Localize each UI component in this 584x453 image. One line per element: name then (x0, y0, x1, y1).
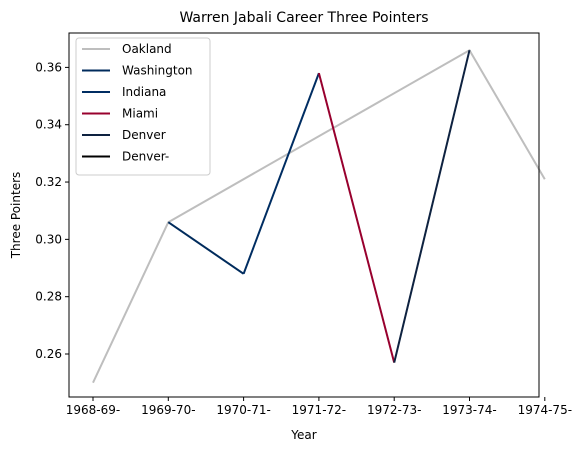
chart-title: Warren Jabali Career Three Pointers (179, 10, 428, 26)
plot-area-frame (68, 32, 540, 398)
legend-entry-label: Washington (122, 64, 193, 78)
legend-entry-label: Miami (122, 107, 158, 121)
legend-entry-label: Denver- (122, 150, 169, 164)
x-tick-label: 1974-75- (518, 403, 572, 417)
x-tick-label: 1971-72- (292, 403, 346, 417)
y-tick-label: 0.36 (35, 60, 62, 74)
legend: Oakland Washington Indiana Miami Denver Denve… (75, 37, 211, 176)
x-tick-label: 1970-71- (216, 403, 270, 417)
legend-entry-label: Indiana (122, 85, 166, 99)
series-line-miami (317, 72, 396, 363)
y-tick-label: 0.34 (35, 118, 62, 132)
legend-box (75, 37, 211, 176)
x-tick-label: 1972-73- (367, 403, 421, 417)
legend-entry-label: Oakland (122, 42, 172, 56)
series-line-washington (167, 221, 245, 275)
series-line-denver (393, 49, 471, 363)
series-layer (92, 49, 546, 384)
series-line-indiana (242, 72, 320, 275)
series-line-oakland (92, 49, 546, 384)
y-tick-label: 0.32 (35, 175, 62, 189)
x-tick-label: 1973-74- (442, 403, 496, 417)
y-tick-label: 0.30 (35, 232, 62, 246)
x-tick-label: 1969-70- (141, 403, 195, 417)
legend-entry-label: Denver (122, 128, 166, 142)
y-axis-label: Three Pointers (9, 172, 23, 260)
y-tick-label: 0.28 (35, 290, 62, 304)
x-tick-label: 1968-69- (66, 403, 120, 417)
y-axis: 0.26 0.28 0.30 0.32 0.34 0.36 (35, 60, 69, 361)
x-axis-label: Year (290, 428, 316, 442)
x-axis: 1968-69- 1969-70- 1970-71- 1971-72- 1972-73-… (66, 397, 572, 417)
y-tick-label: 0.26 (35, 347, 62, 361)
